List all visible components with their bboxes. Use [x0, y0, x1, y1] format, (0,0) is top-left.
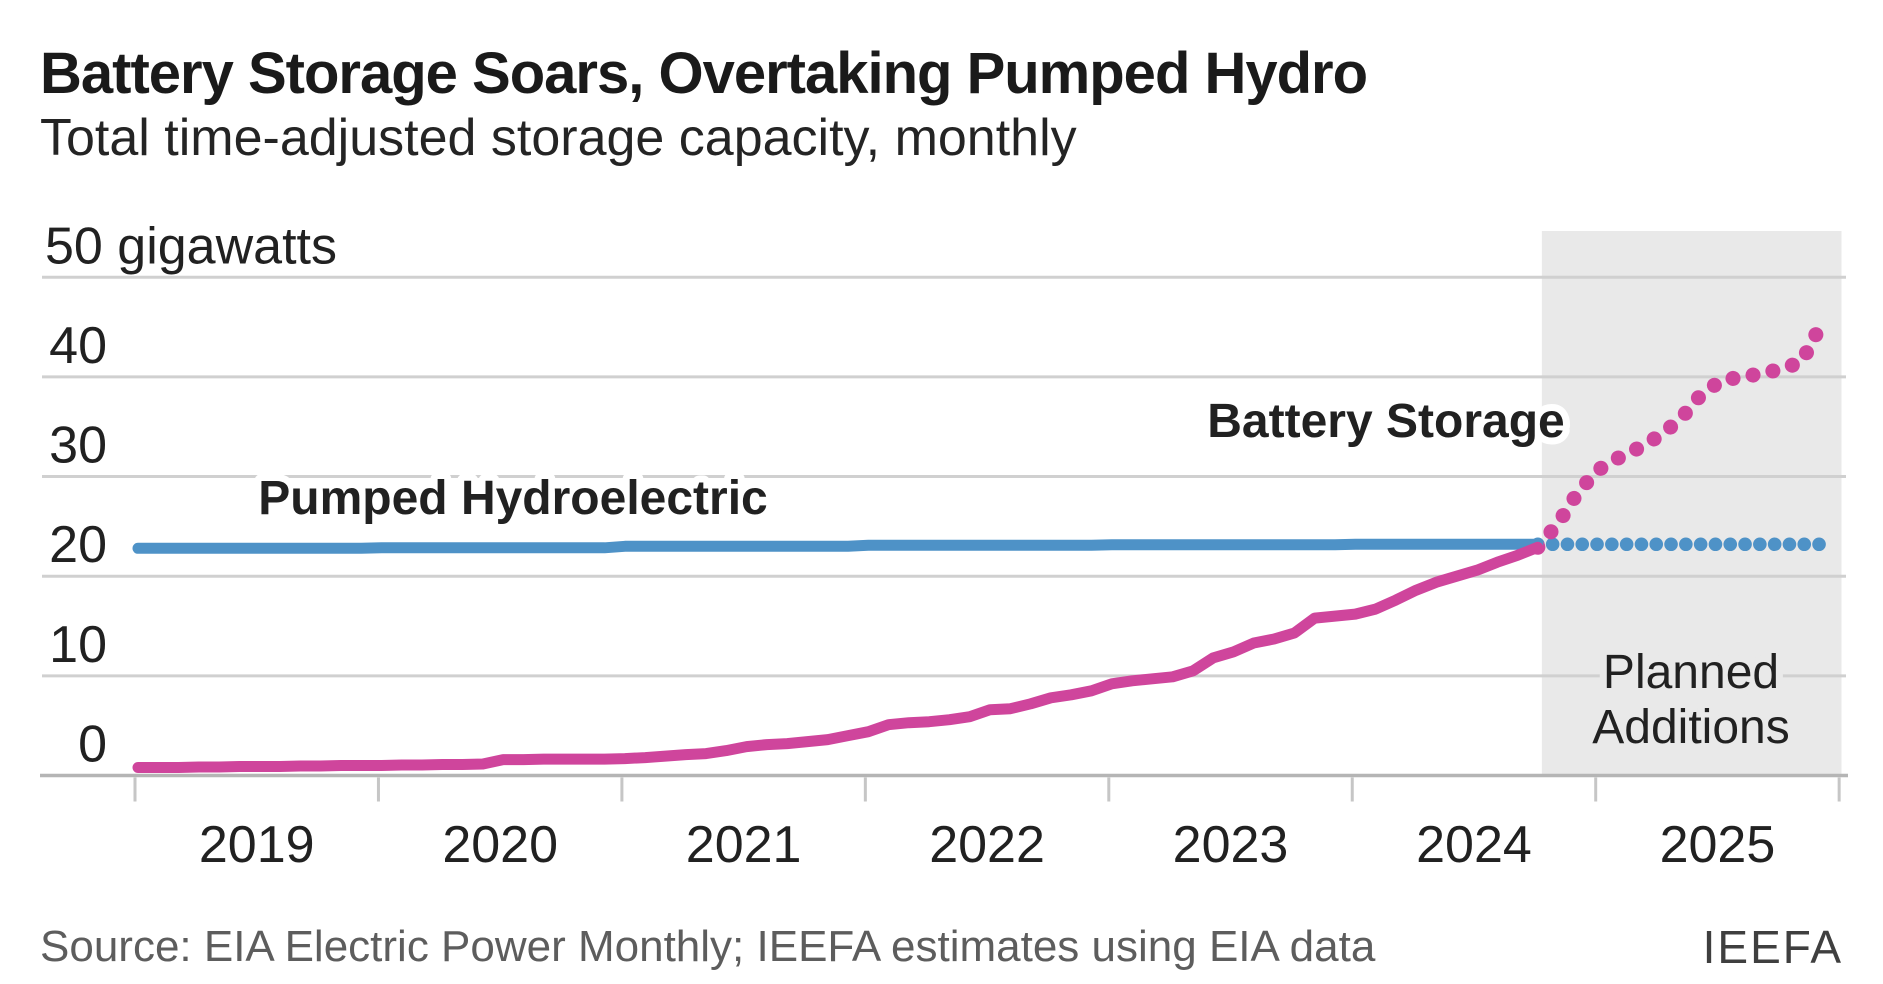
battery-planned-line — [1530, 315, 1830, 555]
x-year-label-2020: 2020 — [442, 816, 558, 874]
planned-region — [1541, 231, 1842, 777]
source-text: Source: EIA Electric Power Monthly; IEEF… — [40, 922, 1376, 971]
y-tick-label-0: 0 — [78, 716, 107, 774]
y-axis-unit-label: 50 gigawatts — [45, 217, 337, 275]
chart-subtitle: Total time-adjusted storage capacity, mo… — [40, 109, 1077, 167]
pumped-hydro-label: Pumped Hydroelectric — [258, 472, 767, 525]
planned-additions-label-line2: Additions — [1592, 701, 1789, 754]
x-year-label-2024: 2024 — [1416, 816, 1532, 874]
x-year-label-2023: 2023 — [1173, 816, 1289, 874]
x-year-label-2022: 2022 — [929, 816, 1045, 874]
x-year-label-2019: 2019 — [199, 816, 315, 874]
y-tick-label-20: 20 — [49, 516, 107, 574]
x-year-label-2025: 2025 — [1660, 816, 1776, 874]
y-tick-label-40: 40 — [49, 317, 107, 375]
ieefa-logo: IEEFA — [1702, 921, 1843, 973]
x-year-label-2021: 2021 — [686, 816, 802, 874]
battery-storage-label: Battery Storage — [1207, 395, 1564, 448]
pumped-hydro-line — [132, 538, 1544, 554]
battery-line — [132, 541, 1544, 773]
chart-title: Battery Storage Soars, Overtaking Pumped… — [40, 41, 1368, 106]
y-tick-label-10: 10 — [49, 616, 107, 674]
planned-additions-label-line1: Planned — [1603, 646, 1779, 699]
y-tick-label-30: 30 — [49, 417, 107, 475]
